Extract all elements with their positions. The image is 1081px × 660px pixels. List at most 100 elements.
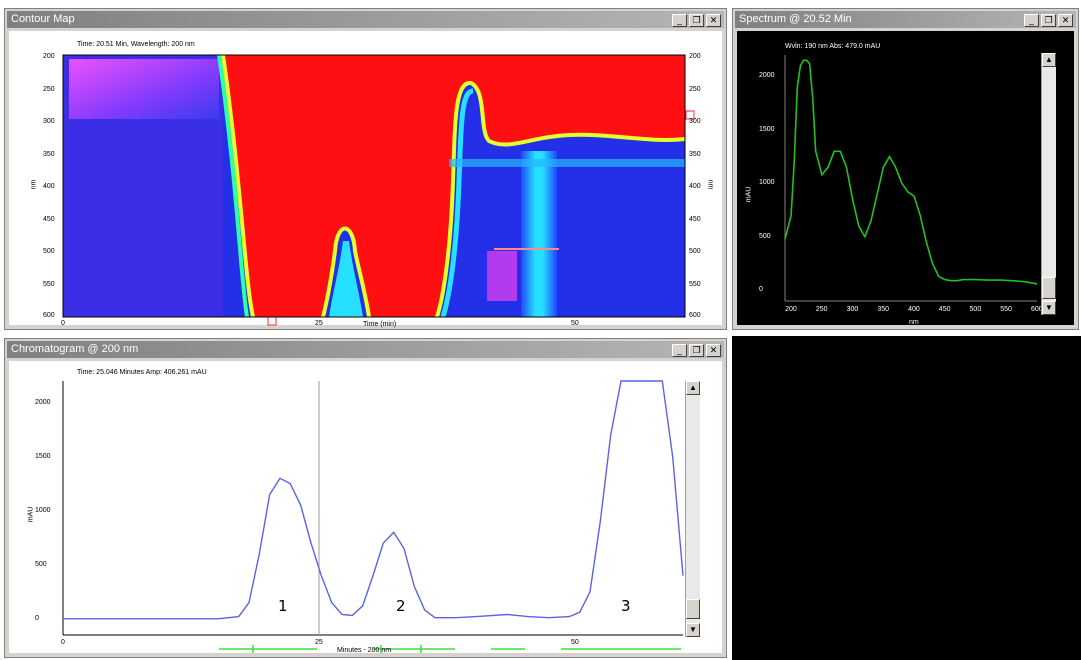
peak-label-2: 2 [396, 597, 406, 615]
spectrum-xtick: 350 [877, 306, 890, 313]
restore-button[interactable]: ❐ [1041, 14, 1056, 27]
contour-peak-center-inner [329, 241, 363, 317]
minimize-button[interactable]: _ [672, 344, 687, 357]
contour-frame [62, 54, 686, 318]
contour-time-marker[interactable] [267, 316, 277, 326]
spectrum-scrollbar[interactable]: ▲ ▼ [1041, 53, 1056, 315]
chromatogram-ytick: 2000 [35, 398, 51, 406]
spectrum-trace [784, 59, 1038, 285]
spectrum-ytick: 500 [759, 232, 771, 240]
contour-ytick-right: 200 [689, 53, 701, 60]
contour-info: Time: 20.51 Min, Wavelength: 200 nm [77, 41, 195, 48]
chromatogram-ytick: 0 [35, 614, 39, 622]
chromatogram-xtick: 0 [61, 639, 65, 646]
spectrum-y-label: mAU [745, 186, 753, 203]
spectrum-xtick: 550 [1000, 306, 1012, 313]
contour-ytick: 300 [43, 118, 55, 125]
contour-edge-left2 [217, 54, 249, 318]
contour-client: Time: 20.51 Min, Wavelength: 200 nm [9, 31, 724, 328]
chromatogram-xtick: 25 [315, 639, 323, 646]
contour-ytick-right: 450 [689, 216, 701, 223]
close-button[interactable]: ✕ [1058, 14, 1073, 27]
contour-x-label: Time (min) [363, 321, 397, 328]
contour-ytick: 400 [43, 183, 55, 190]
contour-edge-right2 [440, 88, 474, 318]
spectrum-xtick: 400 [908, 306, 920, 313]
spectrum-ytick: 1000 [759, 179, 775, 187]
contour-magenta-blob [487, 251, 517, 301]
peak-label-1: 1 [278, 597, 288, 615]
contour-ytick-right: 400 [689, 183, 701, 190]
scroll-down-arrow-icon[interactable]: ▼ [1042, 301, 1056, 315]
contour-ytick: 450 [43, 216, 55, 223]
contour-ytick: 500 [43, 248, 55, 255]
contour-ytick: 600 [43, 312, 55, 319]
chromatogram-ytick: 1500 [35, 452, 51, 460]
spectrum-info: Wvln: 190 nm Abs: 479.0 mAU [785, 43, 881, 50]
contour-xtick: 25 [315, 320, 323, 327]
contour-map-title: Contour Map [11, 13, 75, 25]
minimize-button[interactable]: _ [672, 14, 687, 27]
contour-ytick-right: 300 [689, 118, 701, 125]
spectrum-ytick: 0 [759, 286, 763, 294]
contour-y-label: nm [30, 179, 38, 190]
peak-label-3: 3 [621, 597, 631, 615]
contour-edge-left [221, 54, 255, 318]
empty-workspace [732, 336, 1081, 660]
spectrum-ytick: 1500 [759, 125, 775, 133]
chromatogram-ytick: 500 [35, 560, 47, 568]
spectrum-title: Spectrum @ 20.52 Min [739, 13, 852, 25]
contour-wl-marker[interactable] [685, 110, 695, 120]
minimize-button[interactable]: _ [1024, 14, 1039, 27]
contour-ytick: 250 [43, 86, 55, 93]
contour-plot[interactable] [9, 31, 724, 327]
close-button[interactable]: ✕ [706, 14, 721, 27]
chromatogram-baseline-marks [219, 645, 681, 653]
scroll-up-arrow-icon[interactable]: ▲ [686, 381, 700, 395]
restore-button[interactable]: ❐ [689, 344, 704, 357]
contour-ytick-right: 500 [689, 248, 701, 255]
contour-ytick-right: 250 [689, 86, 701, 93]
contour-ytick-right: 600 [689, 312, 701, 319]
contour-y-label-right: nm [706, 179, 714, 190]
spectrum-xtick: 200 [785, 306, 797, 313]
contour-cyan-column [521, 151, 557, 317]
chromatogram-window[interactable]: Chromatogram @ 200 nm _ ❐ ✕ Time: 25.046… [4, 338, 727, 658]
contour-map-titlebar[interactable]: Contour Map _ ❐ ✕ [7, 11, 724, 28]
contour-edge-right [435, 81, 686, 318]
spectrum-xtick: 500 [969, 306, 982, 313]
spectrum-window[interactable]: Spectrum @ 20.52 Min _ ❐ ✕ Wvln: 190 nm … [732, 8, 1079, 330]
restore-button[interactable]: ❐ [689, 14, 704, 27]
spectrum-xtick: 600 [1031, 306, 1043, 313]
contour-ytick: 550 [43, 281, 55, 288]
chromatogram-info: Time: 25.046 Minutes Amp: 406.261 mAU [77, 369, 207, 376]
scroll-thumb[interactable] [686, 599, 700, 619]
chromatogram-client: Time: 25.046 Minutes Amp: 406.261 mAU 20… [9, 361, 724, 655]
scroll-down-arrow-icon[interactable]: ▼ [686, 623, 700, 637]
spectrum-x-label: nm [909, 319, 919, 326]
chromatogram-titlebar[interactable]: Chromatogram @ 200 nm _ ❐ ✕ [7, 341, 724, 358]
close-button[interactable]: ✕ [706, 344, 721, 357]
spectrum-plot[interactable] [737, 31, 1042, 327]
contour-ytick-right: 550 [689, 281, 701, 288]
spectrum-xtick: 450 [938, 306, 951, 313]
contour-cyan-band [449, 159, 685, 167]
spectrum-titlebar[interactable]: Spectrum @ 20.52 Min _ ❐ ✕ [735, 11, 1076, 28]
chromatogram-trace [63, 380, 684, 620]
contour-ytick: 350 [43, 151, 55, 158]
contour-xtick: 0 [61, 320, 65, 327]
chromatogram-title: Chromatogram @ 200 nm [11, 343, 139, 355]
spectrum-ytick: 2000 [759, 72, 775, 80]
chromatogram-ytick: 1000 [35, 506, 51, 514]
scroll-up-arrow-icon[interactable]: ▲ [1042, 53, 1056, 67]
contour-ytick-right: 350 [689, 151, 701, 158]
chromatogram-y-label: mAU [27, 506, 35, 523]
contour-xtick: 50 [571, 320, 579, 327]
spectrum-client: Wvln: 190 nm Abs: 479.0 mAU 2000 1500 1000… [737, 31, 1074, 327]
chromatogram-scrollbar[interactable]: ▲ ▼ [685, 381, 700, 637]
contour-magenta-zone [69, 59, 219, 119]
chromatogram-plot[interactable] [9, 361, 724, 655]
scroll-thumb[interactable] [1042, 277, 1056, 299]
contour-map-window[interactable]: Contour Map _ ❐ ✕ Time: 20.51 Min, Wavel… [4, 8, 727, 330]
chromatogram-x-label: Minutes - 200 nm [337, 647, 392, 654]
